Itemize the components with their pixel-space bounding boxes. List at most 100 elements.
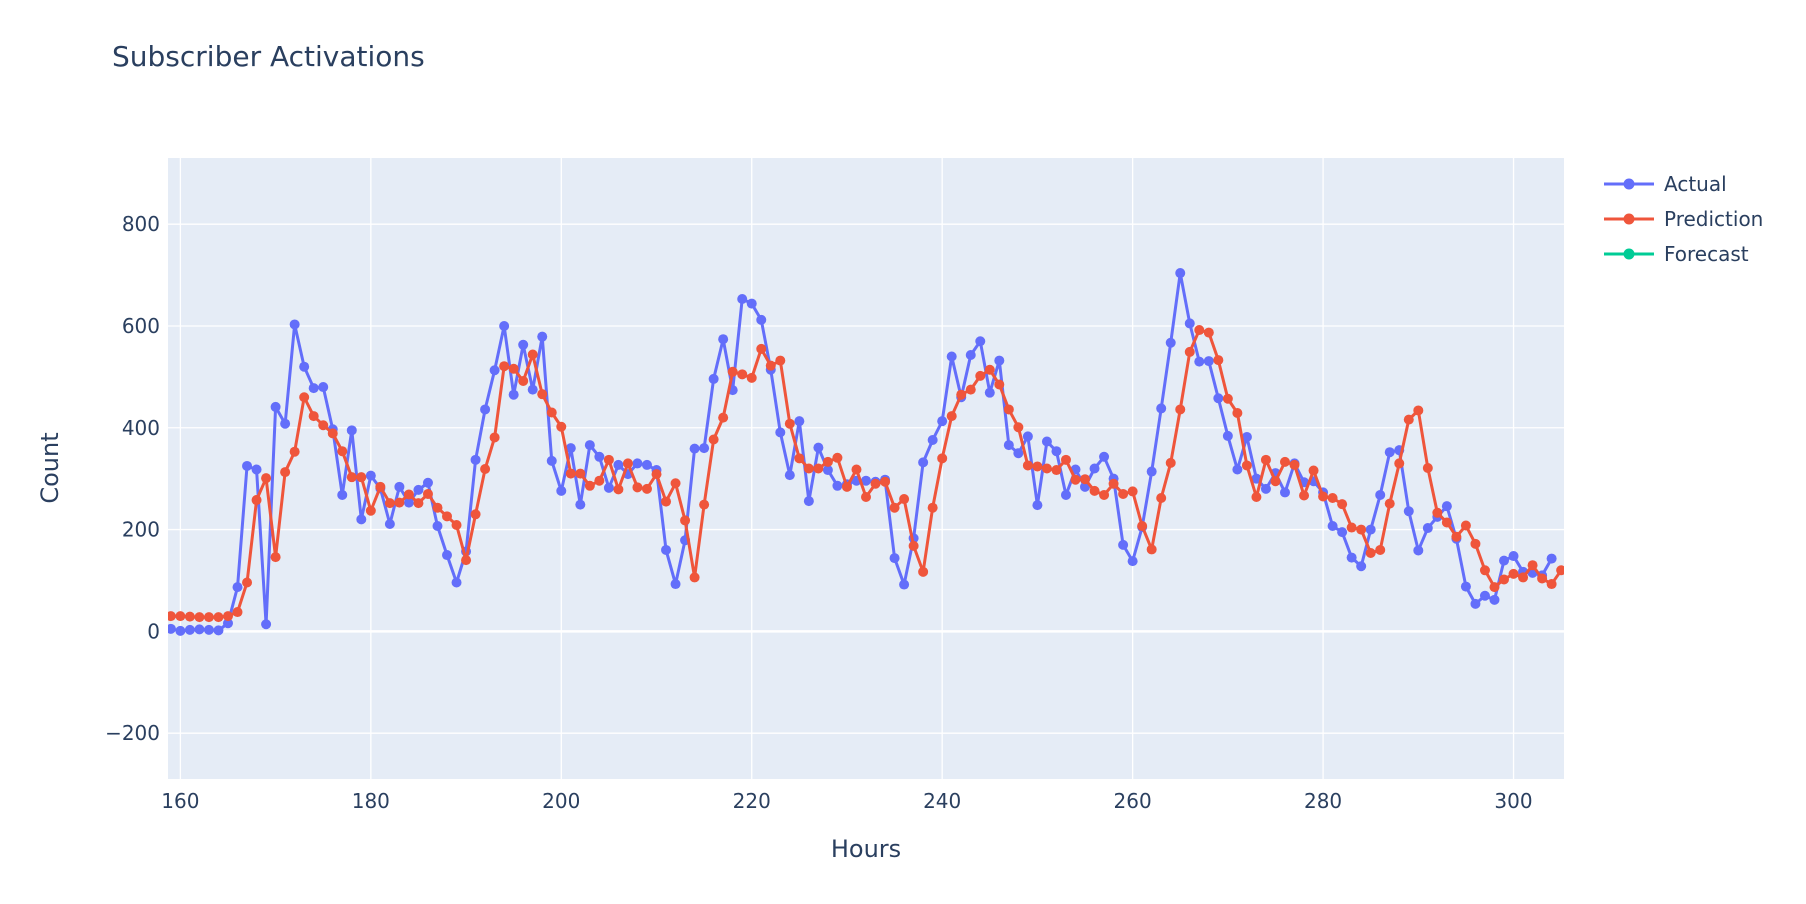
data-point-actual	[261, 619, 272, 630]
data-point-prediction	[1346, 522, 1357, 533]
data-point-prediction	[1194, 325, 1205, 336]
data-point-prediction	[213, 612, 224, 623]
data-point-actual	[699, 443, 710, 454]
data-point-actual	[1241, 431, 1252, 442]
data-point-prediction	[803, 463, 814, 474]
data-point-prediction	[232, 607, 243, 618]
data-point-actual	[365, 470, 376, 481]
data-point-prediction	[403, 489, 414, 500]
data-point-prediction	[822, 456, 833, 467]
data-point-prediction	[1394, 458, 1405, 469]
data-point-prediction	[718, 412, 729, 423]
data-point-actual	[289, 319, 300, 330]
data-point-actual	[413, 484, 424, 495]
data-point-actual	[1127, 556, 1138, 567]
data-point-actual	[527, 384, 538, 395]
data-point-prediction	[168, 611, 176, 622]
data-point-actual	[784, 470, 795, 481]
data-point-actual	[451, 577, 462, 588]
data-point-actual	[937, 416, 948, 427]
data-point-prediction	[1318, 491, 1329, 502]
data-point-actual	[442, 550, 453, 561]
data-point-prediction	[1460, 520, 1471, 531]
data-point-prediction	[1432, 507, 1443, 518]
data-point-actual	[1222, 430, 1233, 441]
data-point-actual	[641, 459, 652, 470]
data-point-actual	[546, 455, 557, 466]
data-point-actual	[1184, 318, 1195, 329]
data-point-prediction	[861, 492, 871, 503]
data-point-actual	[861, 475, 871, 486]
data-point-prediction	[422, 488, 433, 499]
data-point-prediction	[299, 392, 310, 403]
data-point-actual	[689, 443, 700, 454]
x-axis-title: Hours	[831, 835, 901, 863]
data-point-prediction	[756, 343, 767, 354]
data-point-actual	[708, 373, 719, 384]
data-point-prediction	[737, 369, 748, 380]
data-point-prediction	[775, 355, 786, 366]
data-point-actual	[175, 625, 186, 636]
data-point-prediction	[632, 482, 643, 493]
data-point-prediction	[1003, 404, 1014, 415]
data-point-prediction	[594, 475, 605, 486]
data-point-prediction	[546, 407, 557, 418]
data-point-prediction	[394, 497, 405, 508]
data-point-prediction	[432, 502, 443, 513]
data-point-prediction	[899, 494, 910, 505]
x-tick-label: 200	[542, 789, 580, 813]
data-point-prediction	[965, 384, 976, 395]
legend: Actual Prediction Forecast	[1604, 172, 1763, 266]
data-point-actual	[775, 427, 786, 438]
data-point-prediction	[794, 453, 805, 464]
data-point-prediction	[1108, 478, 1119, 489]
data-point-prediction	[1118, 488, 1129, 499]
data-point-actual	[746, 298, 757, 309]
data-point-prediction	[1299, 490, 1310, 501]
data-point-prediction	[1289, 459, 1300, 470]
data-point-actual	[1384, 447, 1395, 458]
data-point-actual	[565, 443, 576, 454]
data-point-actual	[242, 460, 253, 471]
data-point-actual	[470, 454, 481, 465]
data-point-actual	[613, 459, 624, 470]
data-point-prediction	[1308, 465, 1319, 476]
data-point-actual	[232, 582, 243, 593]
data-point-prediction	[956, 389, 967, 400]
data-point-prediction	[661, 496, 672, 507]
data-point-prediction	[565, 468, 576, 479]
data-point-prediction	[470, 509, 481, 520]
data-point-prediction	[1270, 476, 1281, 487]
data-point-prediction	[784, 418, 795, 429]
legend-item-actual[interactable]: Actual	[1604, 172, 1727, 196]
data-point-prediction	[556, 421, 567, 432]
data-point-prediction	[413, 498, 424, 509]
data-point-actual	[603, 482, 614, 493]
legend-item-forecast[interactable]: Forecast	[1604, 242, 1749, 266]
data-point-actual	[508, 389, 519, 400]
y-tick-label: 0	[147, 619, 160, 643]
data-point-actual	[1375, 489, 1386, 500]
data-point-actual	[499, 320, 510, 331]
data-point-prediction	[1099, 489, 1110, 500]
y-tick-label: 800	[122, 212, 160, 236]
legend-swatch-marker	[1623, 178, 1635, 190]
data-point-prediction	[1260, 454, 1271, 465]
data-point-actual	[203, 624, 214, 635]
data-point-prediction	[203, 612, 214, 623]
data-point-prediction	[1384, 498, 1395, 509]
data-point-prediction	[1070, 474, 1081, 485]
data-point-prediction	[261, 473, 272, 484]
data-point-actual	[1508, 551, 1519, 562]
data-point-prediction	[461, 555, 472, 566]
y-tick-label: −200	[105, 721, 160, 745]
data-point-actual	[1022, 431, 1033, 442]
legend-label: Forecast	[1664, 242, 1749, 266]
data-point-prediction	[1337, 499, 1348, 510]
legend-swatch-marker	[1623, 248, 1635, 260]
data-point-prediction	[1441, 517, 1452, 528]
y-axis-title: Count	[36, 432, 64, 503]
legend-swatch-marker	[1623, 213, 1635, 225]
legend-item-prediction[interactable]: Prediction	[1604, 207, 1763, 231]
